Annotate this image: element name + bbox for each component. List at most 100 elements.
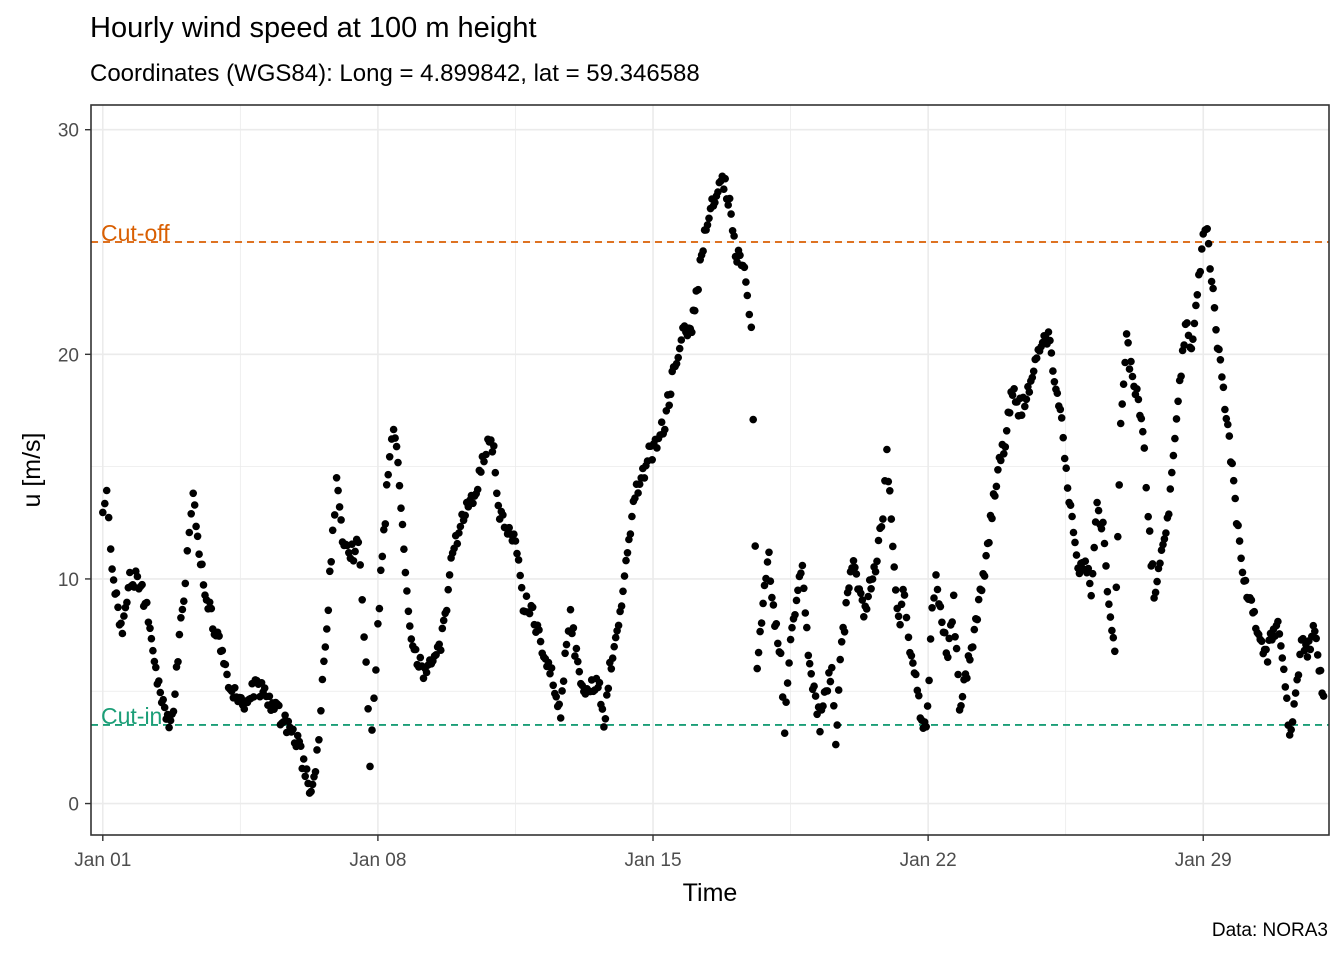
- data-point: [160, 703, 169, 712]
- data-point: [1206, 265, 1214, 273]
- data-point: [877, 523, 886, 531]
- data-point: [604, 684, 613, 693]
- data-point: [1156, 559, 1164, 568]
- data-point: [356, 561, 365, 569]
- data-point: [1116, 419, 1125, 428]
- data-point: [1183, 319, 1191, 327]
- data-point: [572, 644, 581, 653]
- data-point: [482, 450, 490, 459]
- data-point: [181, 579, 190, 588]
- data-point: [759, 599, 767, 608]
- data-point: [1171, 434, 1179, 443]
- data-point: [384, 470, 393, 479]
- data-point: [792, 596, 801, 605]
- data-point: [1177, 372, 1185, 381]
- data-point: [536, 637, 545, 646]
- data-point: [330, 511, 339, 519]
- data-point: [933, 585, 942, 594]
- data-point: [487, 436, 495, 444]
- data-point: [622, 556, 630, 565]
- data-point: [522, 592, 531, 600]
- data-point: [315, 736, 323, 744]
- data-point: [864, 592, 872, 601]
- data-point: [1105, 600, 1113, 608]
- data-point: [156, 688, 165, 697]
- data-point: [912, 670, 920, 679]
- data-point: [1160, 535, 1169, 543]
- data-point: [1086, 579, 1094, 588]
- data-point: [175, 630, 184, 639]
- data-point: [547, 664, 556, 672]
- data-point: [435, 640, 444, 649]
- data-point: [816, 727, 824, 736]
- data-point: [1193, 291, 1202, 299]
- data-point: [561, 649, 569, 658]
- data-point: [830, 702, 838, 710]
- data-point: [797, 569, 805, 577]
- data-point: [1100, 539, 1109, 548]
- data-point: [974, 595, 983, 604]
- data-point: [494, 501, 503, 510]
- data-point: [611, 633, 620, 642]
- data-point: [362, 658, 370, 666]
- data-point: [397, 504, 405, 512]
- data-point: [915, 691, 923, 700]
- data-point: [834, 686, 843, 694]
- data-point: [313, 746, 321, 754]
- data-point: [370, 694, 378, 702]
- data-point: [749, 415, 757, 424]
- data-point: [1069, 528, 1078, 537]
- data-point: [375, 604, 384, 613]
- data-point: [469, 499, 477, 508]
- data-point: [857, 589, 865, 598]
- data-point: [1114, 532, 1122, 541]
- data-point: [902, 613, 911, 622]
- data-point: [562, 640, 571, 649]
- data-point: [1127, 357, 1135, 366]
- data-point: [889, 542, 897, 551]
- data-point: [1313, 651, 1322, 659]
- data-point: [620, 572, 629, 580]
- data-point: [1153, 577, 1161, 586]
- data-point: [514, 556, 523, 564]
- data-point: [187, 510, 195, 518]
- data-point: [381, 520, 390, 528]
- data-point: [391, 434, 399, 442]
- data-point: [928, 604, 936, 612]
- data-point: [364, 705, 372, 713]
- data-point: [432, 651, 440, 659]
- data-point: [323, 625, 331, 633]
- data-point: [108, 565, 116, 573]
- data-point: [1231, 494, 1239, 503]
- data-point: [862, 605, 871, 613]
- data-point: [724, 201, 732, 209]
- data-point: [442, 606, 451, 615]
- data-point: [982, 551, 990, 560]
- data-point: [1180, 341, 1188, 349]
- data-point: [394, 458, 402, 467]
- data-point: [736, 251, 744, 260]
- data-point: [395, 481, 404, 490]
- data-point: [1081, 557, 1090, 565]
- data-point: [150, 657, 159, 666]
- data-point: [575, 667, 584, 676]
- data-point: [871, 567, 880, 576]
- data-point: [661, 425, 669, 434]
- data-point: [382, 481, 391, 489]
- data-point: [1109, 633, 1118, 642]
- data-point: [307, 787, 315, 796]
- data-point: [803, 623, 811, 632]
- data-point: [783, 679, 792, 687]
- data-point: [840, 628, 849, 636]
- data-point: [887, 515, 896, 523]
- data-point: [1165, 510, 1173, 518]
- x-tick-label: Jan 15: [624, 850, 681, 871]
- data-point: [598, 705, 607, 713]
- data-point: [688, 328, 696, 337]
- data-point: [1241, 576, 1250, 585]
- data-point: [1008, 391, 1017, 400]
- data-point: [207, 604, 216, 613]
- data-point: [368, 726, 376, 734]
- data-point: [147, 634, 156, 643]
